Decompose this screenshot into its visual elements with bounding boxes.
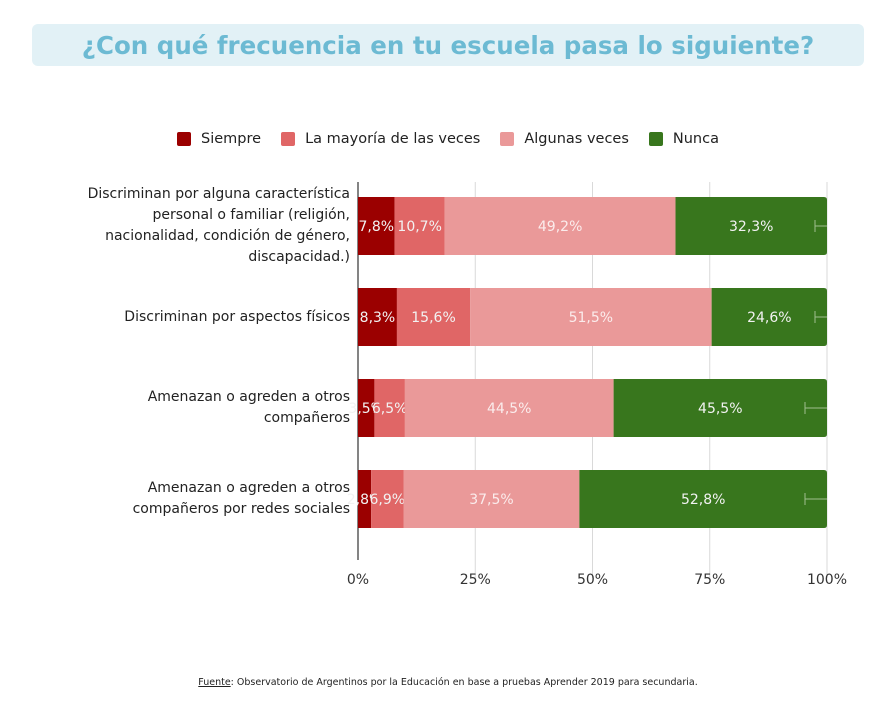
data-label: 7,8% <box>359 219 395 235</box>
source-note: Fuente: Observatorio de Argentinos por l… <box>0 677 896 688</box>
x-tick-label: 100% <box>807 572 847 588</box>
bar-segment <box>394 197 445 255</box>
bar-segment <box>358 288 397 346</box>
data-label: 37,5% <box>469 492 513 508</box>
data-label: 45,5% <box>698 401 742 417</box>
bar-segment <box>371 470 404 528</box>
category-label-line: Discriminan por aspectos físicos <box>124 308 350 325</box>
category-label: Amenazan o agreden a otros compañeros <box>148 387 350 429</box>
bar-segment <box>579 470 827 528</box>
bar-segment <box>358 197 395 255</box>
bar-segment <box>358 470 372 528</box>
data-label: 6,9% <box>370 492 406 508</box>
bar-segment <box>374 379 405 437</box>
category-label-line: Amenazan o agreden a otros <box>147 480 350 496</box>
data-label: 52,8% <box>681 492 725 508</box>
bar-segment <box>711 288 827 346</box>
legend-item-nunca: Nunca <box>648 131 719 147</box>
bar-segment <box>444 197 676 255</box>
category-label-line: compañeros por redes sociales <box>132 501 350 517</box>
bar-segment <box>358 379 375 437</box>
category-label-line: personal o familiar (religión, <box>152 207 351 223</box>
x-tick-label: 0% <box>347 572 369 588</box>
source-text: : Observatorio de Argentinos por la Educ… <box>230 677 698 688</box>
legend-swatch-algunas <box>500 132 515 146</box>
bar-segment <box>613 379 827 437</box>
bar-segment <box>404 379 614 437</box>
data-label: 51,5% <box>569 310 613 326</box>
data-label: 10,7% <box>397 219 441 235</box>
category-label: Discriminan por aspectos físicos <box>124 307 350 328</box>
bar-segment <box>396 288 471 346</box>
x-tick-label: 50% <box>577 572 608 588</box>
data-label: 6,5% <box>372 401 408 417</box>
category-label-line: Amenazan o agreden a otros <box>147 389 350 405</box>
legend: Siempre La mayoría de las veces Algunas … <box>0 131 896 147</box>
legend-item-mayoria: La mayoría de las veces <box>281 131 480 147</box>
title-banner: ¿Con qué frecuencia en tu escuela pasa l… <box>32 24 864 66</box>
legend-item-siempre: Siempre <box>177 131 261 147</box>
legend-label-algunas: Algunas veces <box>524 131 629 147</box>
data-label: 44,5% <box>487 401 531 417</box>
data-label: 49,2% <box>538 219 582 235</box>
category-label-line: discapacidad.) <box>248 249 350 265</box>
category-label-line: Discriminan por alguna característica <box>87 186 350 202</box>
chart-title: ¿Con qué frecuencia en tu escuela pasa l… <box>81 30 815 60</box>
category-label-line: nacionalidad, condición de género, <box>105 228 350 244</box>
category-label: Discriminan por alguna característica per… <box>88 184 350 268</box>
source-label: Fuente <box>198 677 231 688</box>
legend-swatch-mayoria <box>281 132 296 146</box>
data-label: 24,6% <box>747 310 791 326</box>
legend-label-nunca: Nunca <box>672 131 719 147</box>
legend-item-algunas: Algunas veces <box>500 131 629 147</box>
legend-swatch-nunca <box>648 132 663 146</box>
data-label: 15,6% <box>411 310 455 326</box>
bar-segment <box>675 197 827 255</box>
data-label: 8,3% <box>360 310 396 326</box>
legend-swatch-siempre <box>177 132 192 146</box>
x-tick-label: 75% <box>694 572 725 588</box>
legend-label-siempre: Siempre <box>201 131 262 147</box>
category-label: Amenazan o agreden a otros compañeros por… <box>133 478 350 520</box>
data-label: 32,3% <box>729 219 773 235</box>
bar-segment <box>403 470 580 528</box>
bar-segment <box>470 288 712 346</box>
x-tick-label: 25% <box>460 572 491 588</box>
category-label-line: compañeros <box>263 410 350 426</box>
legend-label-mayoria: La mayoría de las veces <box>305 131 481 147</box>
